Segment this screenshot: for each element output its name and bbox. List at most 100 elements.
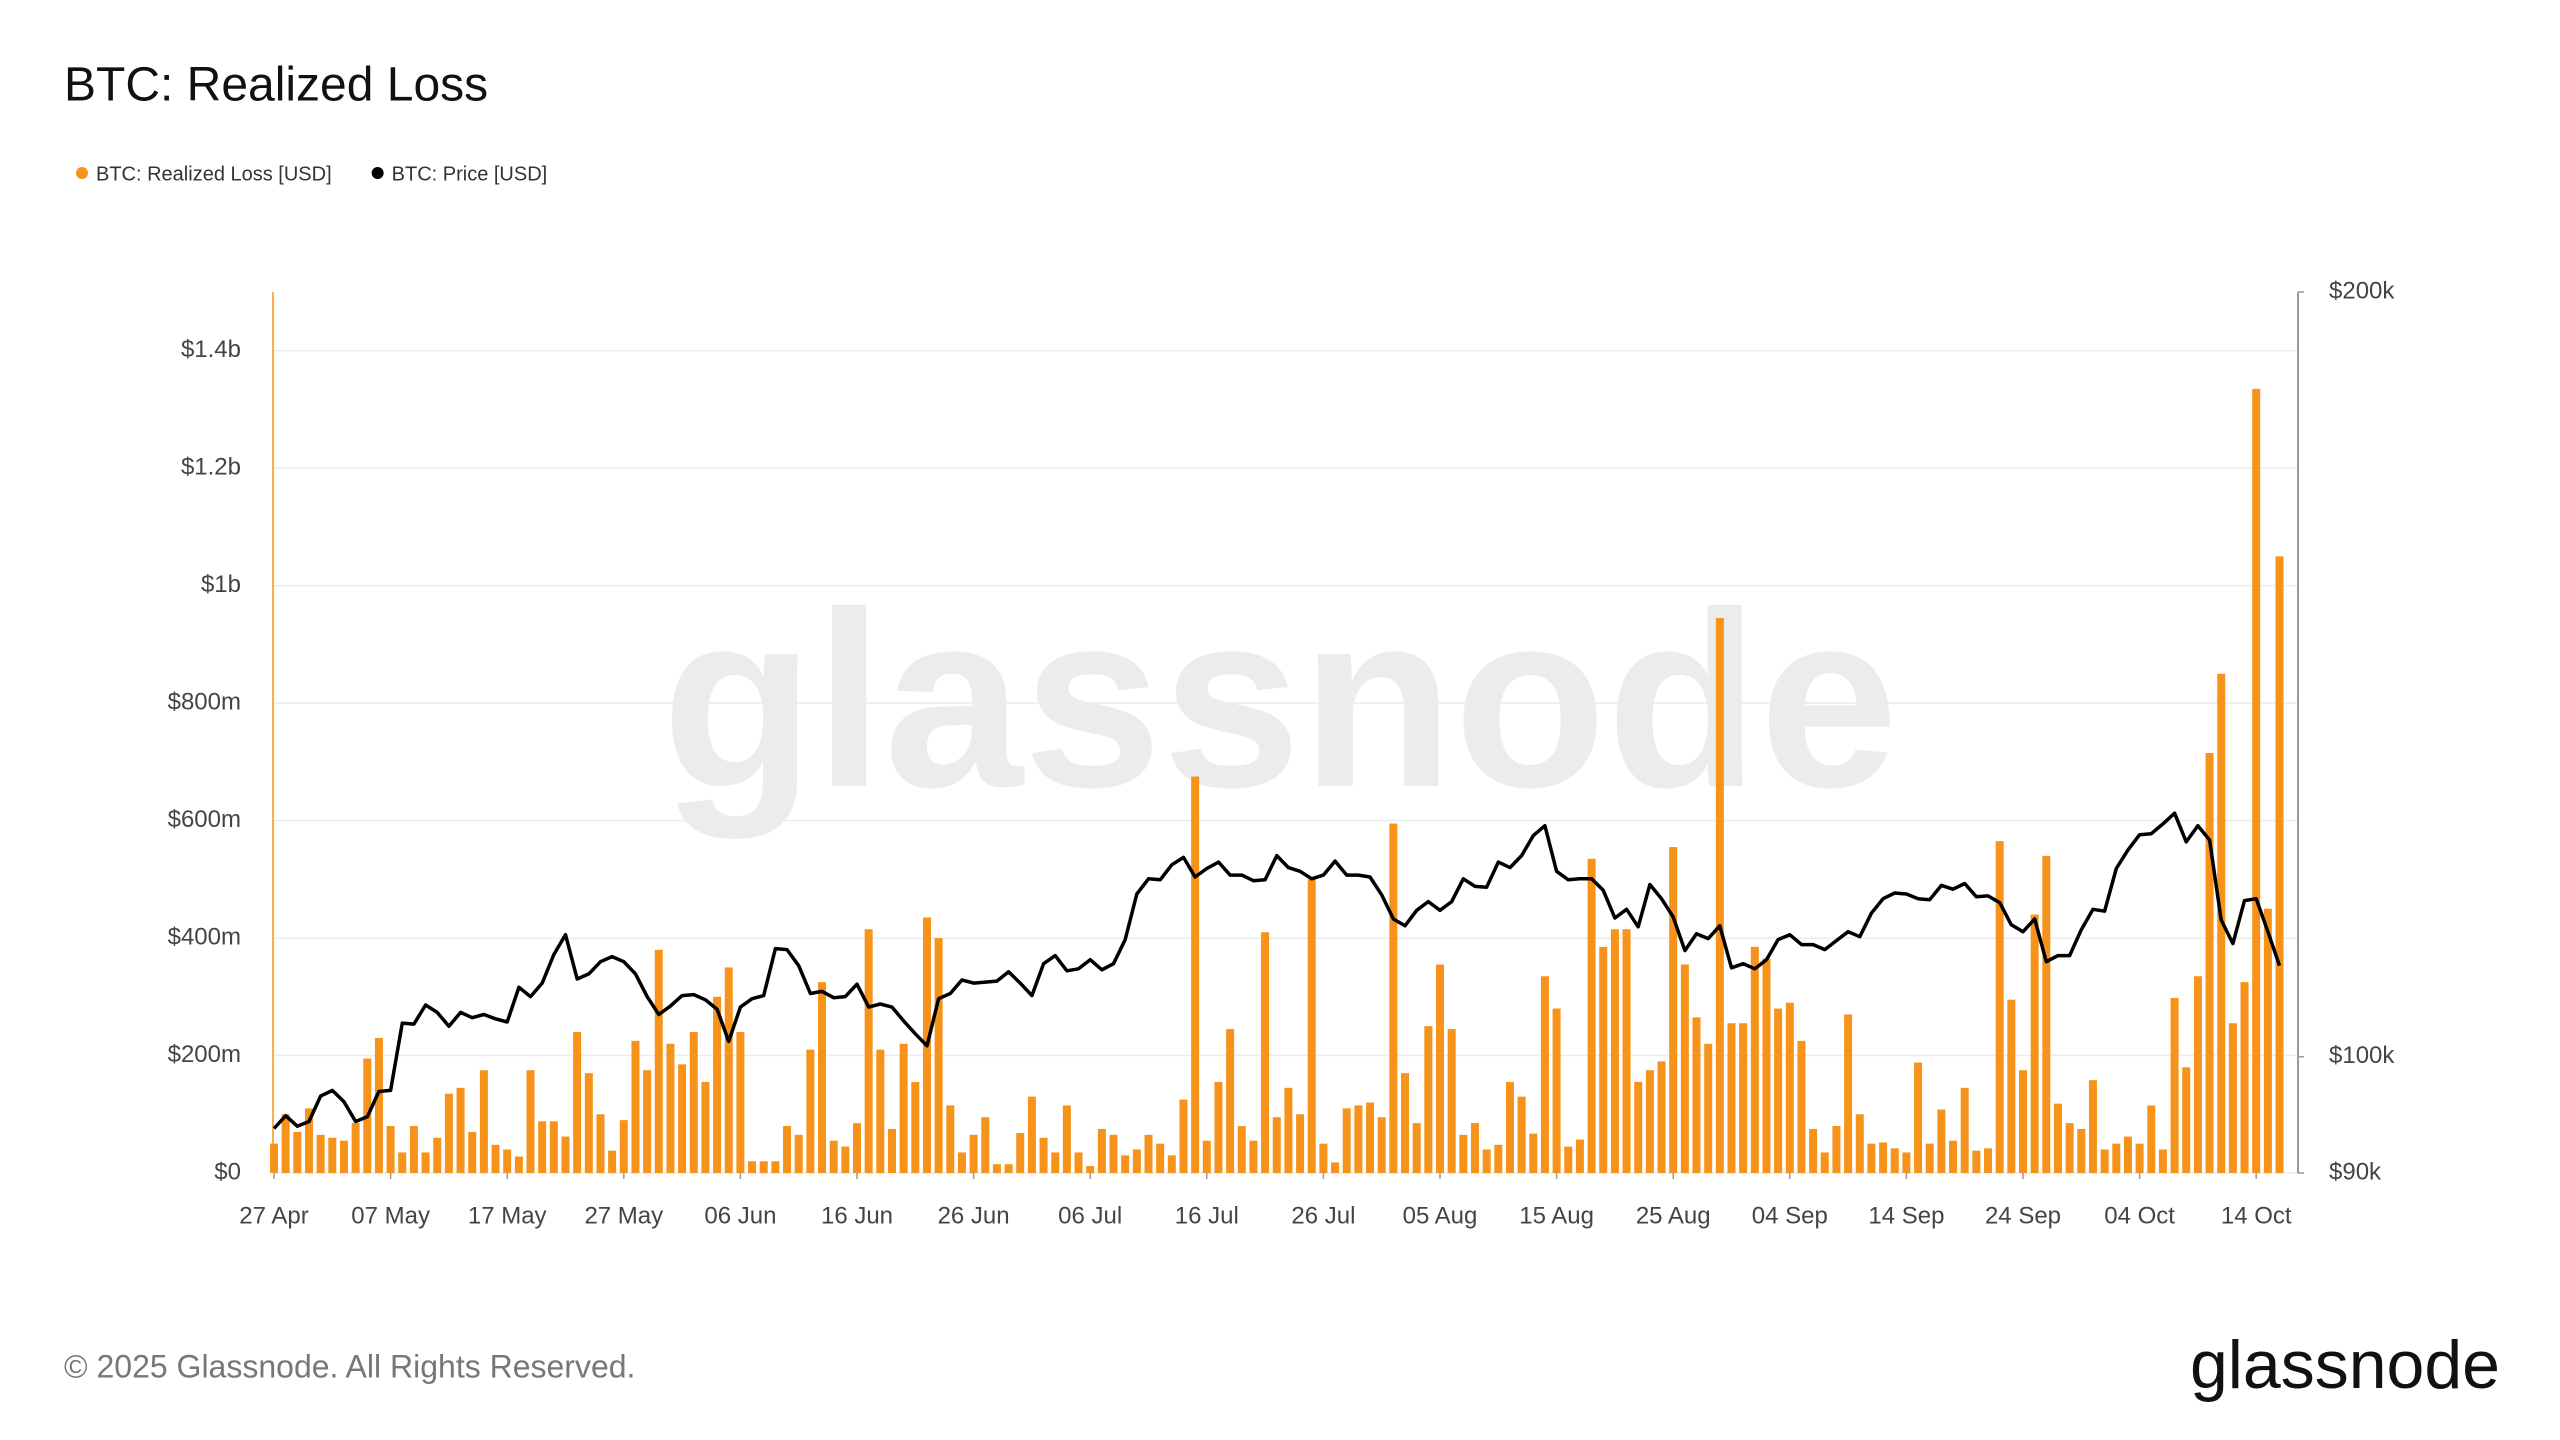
bar	[316, 1134, 325, 1173]
x-tick-label: 06 Jun	[704, 1202, 776, 1229]
bar	[1797, 1040, 1806, 1173]
bar	[1867, 1143, 1876, 1173]
bar	[608, 1150, 617, 1173]
bar	[1482, 1149, 1491, 1173]
bar	[829, 1140, 838, 1173]
bar	[2088, 1080, 2097, 1173]
bar	[1377, 1117, 1386, 1173]
bar	[409, 1126, 418, 1173]
legend-marker	[76, 167, 88, 179]
bar	[328, 1137, 337, 1173]
bar	[293, 1131, 302, 1173]
bar	[1284, 1087, 1293, 1173]
bar	[514, 1156, 523, 1173]
bar	[1109, 1134, 1118, 1173]
bar	[619, 1120, 628, 1173]
bar	[2053, 1103, 2062, 1173]
bar	[864, 929, 873, 1173]
bar	[2263, 908, 2272, 1173]
bar	[2158, 1149, 2167, 1173]
bar	[1960, 1087, 1969, 1173]
x-tick-label: 26 Jun	[938, 1202, 1010, 1229]
x-tick-label: 16 Jul	[1175, 1202, 1239, 1229]
bar	[2007, 999, 2016, 1173]
bar	[398, 1152, 407, 1173]
x-tick-label: 26 Jul	[1291, 1202, 1355, 1229]
bar	[1470, 1123, 1479, 1173]
bar	[270, 1143, 278, 1173]
bar	[783, 1126, 792, 1173]
bar	[1879, 1142, 1888, 1173]
bar	[1167, 1155, 1176, 1173]
brand-logo: glassnode	[2190, 1327, 2500, 1403]
bar	[1529, 1133, 1538, 1173]
bar	[1016, 1133, 1025, 1173]
bar	[1762, 958, 1771, 1173]
bar	[643, 1070, 652, 1173]
bar	[1051, 1152, 1060, 1173]
bar	[561, 1136, 570, 1173]
bar	[1564, 1146, 1573, 1173]
x-tick-label: 04 Sep	[1752, 1202, 1828, 1229]
bar	[678, 1064, 687, 1173]
bar	[1097, 1128, 1106, 1173]
bar	[2042, 855, 2051, 1173]
bar	[1179, 1099, 1188, 1173]
bar	[1004, 1164, 1013, 1173]
bar	[1307, 879, 1316, 1173]
y-tick-label: $1.2b	[181, 454, 241, 481]
bar	[2205, 753, 2214, 1173]
bar	[2275, 556, 2284, 1173]
bar	[981, 1117, 990, 1173]
bar	[1820, 1152, 1829, 1173]
x-tick-label: 16 Jun	[821, 1202, 893, 1229]
bar	[946, 1105, 955, 1173]
legend-label: BTC: Price [USD]	[392, 163, 548, 185]
bar	[1447, 1029, 1456, 1173]
bar	[1809, 1128, 1818, 1173]
y2-tick-label: $90k	[2329, 1158, 2382, 1185]
bar	[573, 1032, 582, 1173]
bar	[444, 1093, 453, 1173]
y-tick-label: $1.4b	[181, 336, 241, 363]
bar	[887, 1128, 896, 1173]
bar	[1039, 1137, 1048, 1173]
bar	[2077, 1128, 2086, 1173]
watermark: glassnode	[662, 560, 1898, 839]
bar	[1704, 1043, 1713, 1173]
bar	[1774, 1008, 1783, 1173]
bar	[794, 1134, 803, 1173]
bar	[689, 1032, 698, 1173]
bar	[1995, 841, 2004, 1173]
bar	[1645, 1070, 1654, 1173]
bar	[654, 949, 663, 1173]
bar	[351, 1123, 360, 1173]
bar	[468, 1131, 477, 1173]
bar	[1062, 1105, 1071, 1173]
bar	[759, 1161, 768, 1173]
bar	[584, 1073, 593, 1173]
footer: © 2025 Glassnode. All Rights Reserved.	[64, 1348, 635, 1384]
bar	[934, 938, 943, 1173]
bar	[631, 1040, 640, 1173]
bar	[526, 1070, 535, 1173]
bar	[433, 1137, 442, 1173]
bar	[1121, 1155, 1130, 1173]
bar	[1214, 1081, 1223, 1173]
bar	[1669, 847, 1678, 1173]
bar	[1914, 1062, 1923, 1173]
bar	[911, 1081, 920, 1173]
bar	[1517, 1096, 1526, 1173]
bar	[2170, 997, 2179, 1173]
y-tick-label: $200m	[168, 1041, 241, 1068]
x-tick-label: 07 May	[351, 1202, 430, 1229]
bar	[1272, 1117, 1281, 1173]
bar	[899, 1043, 908, 1173]
bar	[2135, 1143, 2144, 1173]
bar	[2030, 914, 2039, 1173]
y-tick-label: $800m	[168, 688, 241, 715]
bar	[1739, 1023, 1748, 1173]
bar	[1984, 1148, 1993, 1173]
bar	[1552, 1008, 1561, 1173]
